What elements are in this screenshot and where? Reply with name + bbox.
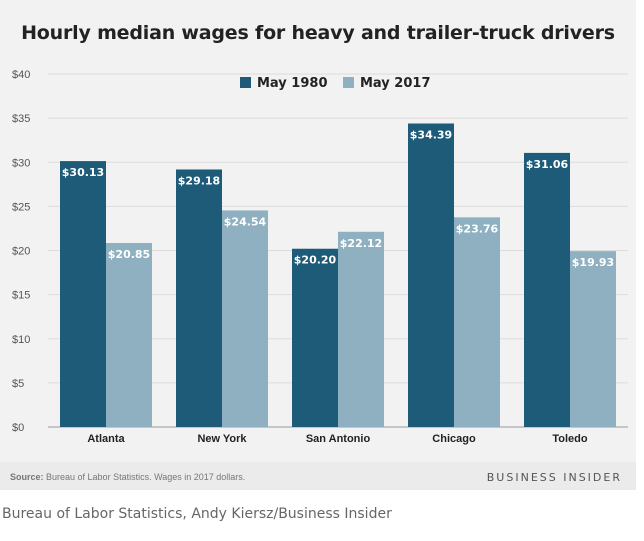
y-tick-label: $40: [12, 69, 30, 81]
brand-logo: BUSINESS INSIDER: [486, 471, 622, 484]
y-tick-label: $30: [12, 157, 30, 169]
bar: [338, 231, 384, 427]
chart-card: Hourly median wages for heavy and traile…: [0, 0, 636, 490]
source-note: Source: Bureau of Labor Statistics. Wage…: [10, 472, 245, 482]
source-text: Bureau of Labor Statistics. Wages in 201…: [43, 472, 246, 482]
bar: [524, 152, 570, 427]
bar-value-label: $22.12: [340, 237, 382, 250]
x-tick-label: New York: [197, 433, 247, 445]
footer-bar: [0, 462, 636, 490]
bar: [106, 242, 152, 427]
legend-swatch: [240, 77, 251, 88]
bar-value-label: $23.76: [456, 222, 499, 235]
bar: [454, 217, 500, 427]
x-tick-label: Chicago: [432, 433, 476, 445]
y-tick-label: $15: [12, 290, 30, 302]
y-tick-label: $5: [12, 378, 24, 390]
bar: [60, 161, 106, 427]
bar-value-label: $30.13: [62, 166, 104, 179]
bar: [408, 123, 454, 428]
bar: [292, 248, 338, 427]
bar-value-label: $19.93: [572, 256, 614, 269]
bar-value-label: $24.54: [224, 215, 267, 228]
x-tick-label: San Antonio: [306, 433, 371, 445]
y-tick-label: $0: [12, 422, 24, 434]
y-tick-label: $10: [12, 334, 30, 346]
legend-label: May 1980: [257, 76, 328, 91]
source-label: Source:: [10, 472, 44, 482]
bar-value-label: $20.20: [294, 254, 337, 267]
y-tick-label: $25: [12, 201, 30, 213]
bar-value-label: $20.85: [108, 248, 150, 261]
y-tick-label: $20: [12, 246, 30, 258]
bar: [570, 251, 616, 427]
bar-value-label: $29.18: [178, 174, 220, 187]
bar-chart: $0 $5 $10 $15 $20 $25 $30 $35 $40 $30.13 $20.85 Atl…: [12, 69, 628, 445]
legend-swatch: [343, 77, 354, 88]
bar-value-label: $34.39: [410, 129, 452, 142]
x-tick-label: Toledo: [552, 433, 588, 445]
legend-label: May 2017: [360, 76, 431, 91]
y-tick-label: $35: [12, 113, 30, 125]
bar: [176, 169, 222, 427]
bar: [222, 210, 268, 427]
x-tick-label: Atlanta: [87, 433, 125, 445]
image-caption: Bureau of Labor Statistics, Andy Kiersz/…: [2, 506, 392, 522]
bar-value-label: $31.06: [526, 158, 569, 171]
chart-title: Hourly median wages for heavy and traile…: [21, 22, 615, 44]
